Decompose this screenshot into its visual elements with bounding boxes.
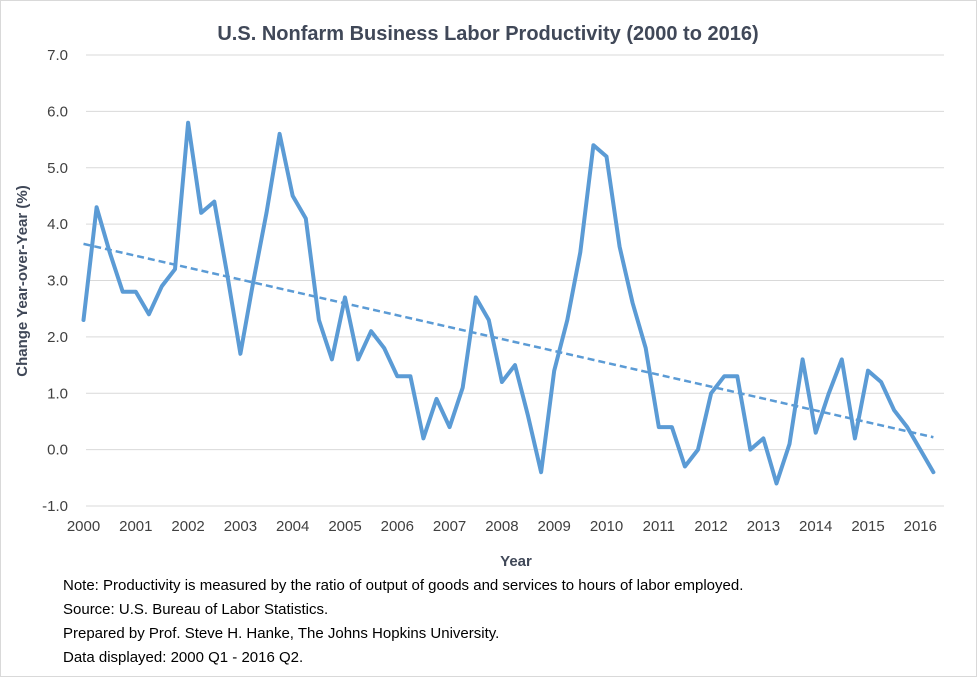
- y-axis-title: Change Year-over-Year (%): [14, 185, 31, 376]
- x-tick-label: 2000: [67, 518, 100, 535]
- chart-notes: Note: Productivity is measured by the ra…: [63, 574, 743, 670]
- y-tick-label: 5.0: [47, 160, 68, 177]
- note-text: Note: Productivity is measured by the ra…: [63, 577, 744, 594]
- x-tick-label: 2003: [224, 518, 257, 535]
- source-text: Source: U.S. Bureau of Labor Statistics.: [63, 601, 329, 618]
- data-range-text: Data displayed: 2000 Q1 - 2016 Q2.: [63, 649, 304, 666]
- x-tick-label: 2007: [433, 518, 466, 535]
- x-tick-label: 2013: [747, 518, 780, 535]
- x-axis-title: Year: [500, 553, 532, 570]
- x-tick-label: 2011: [643, 518, 675, 535]
- x-tick-label: 2014: [799, 518, 832, 535]
- x-tick-label: 2015: [851, 518, 884, 535]
- y-tick-label: 1.0: [47, 385, 68, 402]
- trendline: [83, 242, 934, 439]
- y-tick-label: 3.0: [47, 273, 68, 290]
- x-tick-label: 2004: [276, 518, 309, 535]
- chart-title: U.S. Nonfarm Business Labor Productivity…: [217, 23, 758, 45]
- x-tick-label: 2010: [590, 518, 623, 535]
- x-tick-label: 2005: [328, 518, 361, 535]
- y-tick-label: 4.0: [47, 216, 68, 233]
- x-tick-label: 2008: [485, 518, 518, 535]
- x-tick-label: 2006: [381, 518, 414, 535]
- y-tick-label: -1.0: [42, 498, 68, 515]
- y-tick-label: 2.0: [47, 329, 68, 346]
- x-tick-label: 2001: [119, 518, 152, 535]
- gridlines: [86, 54, 944, 451]
- y-tick-label: 7.0: [47, 47, 68, 64]
- y-tick-label: 0.0: [47, 442, 68, 459]
- x-axis-tick-labels: 2000 2001 2002 2003 2004 2005 2006 2007 2008 2009…: [67, 518, 937, 535]
- x-tick-label: 2012: [694, 518, 727, 535]
- y-tick-label: 6.0: [47, 103, 68, 120]
- prepared-by-text: Prepared by Prof. Steve H. Hanke, The Jo…: [63, 625, 500, 642]
- x-tick-label: 2002: [171, 518, 204, 535]
- series-line: [81, 120, 936, 486]
- x-tick-label: 2016: [904, 518, 937, 535]
- x-tick-label: 2009: [538, 518, 571, 535]
- y-axis-tick-labels: -1.0 0.0 1.0 2.0 3.0 4.0 5.0 6.0 7.0: [42, 47, 68, 515]
